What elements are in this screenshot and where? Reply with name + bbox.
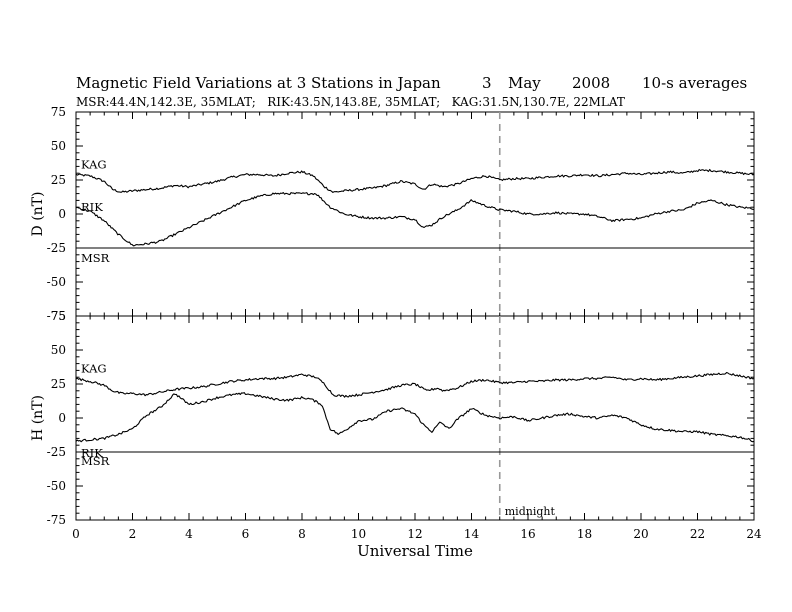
series-line-rik-h — [75, 392, 755, 443]
series-line-kag-d — [75, 168, 755, 193]
y-tick-label: 25 — [51, 377, 66, 391]
chart-title-year: 2008 — [572, 74, 610, 92]
y-tick-label: 50 — [51, 139, 66, 153]
series-label-msr-d: MSR — [81, 251, 110, 265]
x-tick-label: 22 — [690, 527, 705, 541]
y-tick-label: 25 — [51, 173, 66, 187]
series-line-rik-d — [75, 192, 755, 247]
y-tick-label: 75 — [51, 105, 66, 119]
series-label-kag-h: KAG — [81, 362, 107, 376]
x-tick-label: 4 — [185, 527, 193, 541]
y-tick-label: 0 — [58, 207, 66, 221]
chart-title-month: May — [508, 74, 541, 92]
x-tick-label: 20 — [633, 527, 648, 541]
panel-frame-h — [75, 315, 755, 521]
series-label-rik-h: RIK — [81, 446, 103, 460]
x-tick-label: 12 — [407, 527, 422, 541]
midnight-annotation: midnight — [505, 505, 556, 518]
chart-subtitle: MSR:44.4N,142.3E, 35MLAT; RIK:43.5N,143.… — [76, 95, 625, 109]
x-tick-label: 0 — [72, 527, 80, 541]
y-tick-label: 50 — [51, 343, 66, 357]
y-axis-label-h: H (nT) — [30, 395, 46, 441]
panel-frame-d — [75, 111, 755, 317]
y-tick-label: -75 — [47, 513, 66, 527]
x-tick-label: 16 — [520, 527, 535, 541]
series-label-kag-d: KAG — [81, 158, 107, 172]
series-line-kag-h — [75, 371, 755, 398]
chart-title-day: 3 — [482, 74, 492, 92]
x-tick-label: 24 — [746, 527, 762, 541]
x-tick-label: 18 — [577, 527, 592, 541]
y-axis-label-d: D (nT) — [30, 192, 46, 237]
x-tick-label: 10 — [351, 527, 366, 541]
chart-title: Magnetic Field Variations at 3 Stations … — [76, 74, 441, 92]
y-tick-label: 75 — [51, 309, 66, 323]
y-tick-label: 0 — [58, 411, 66, 425]
series-label-rik-d: RIK — [81, 200, 103, 214]
y-tick-label: -50 — [47, 479, 66, 493]
x-tick-label: 2 — [129, 527, 137, 541]
y-tick-label: -75 — [47, 309, 66, 323]
y-tick-label: -50 — [47, 275, 66, 289]
y-tick-label: -25 — [47, 445, 66, 459]
y-tick-label: -25 — [47, 241, 66, 255]
x-axis-label: Universal Time — [357, 542, 473, 560]
x-tick-label: 14 — [464, 527, 480, 541]
x-tick-label: 8 — [298, 527, 306, 541]
chart-title-averaging: 10-s averages — [642, 74, 747, 92]
x-tick-label: 6 — [242, 527, 250, 541]
series-label-msr-h: MSR — [81, 454, 110, 468]
